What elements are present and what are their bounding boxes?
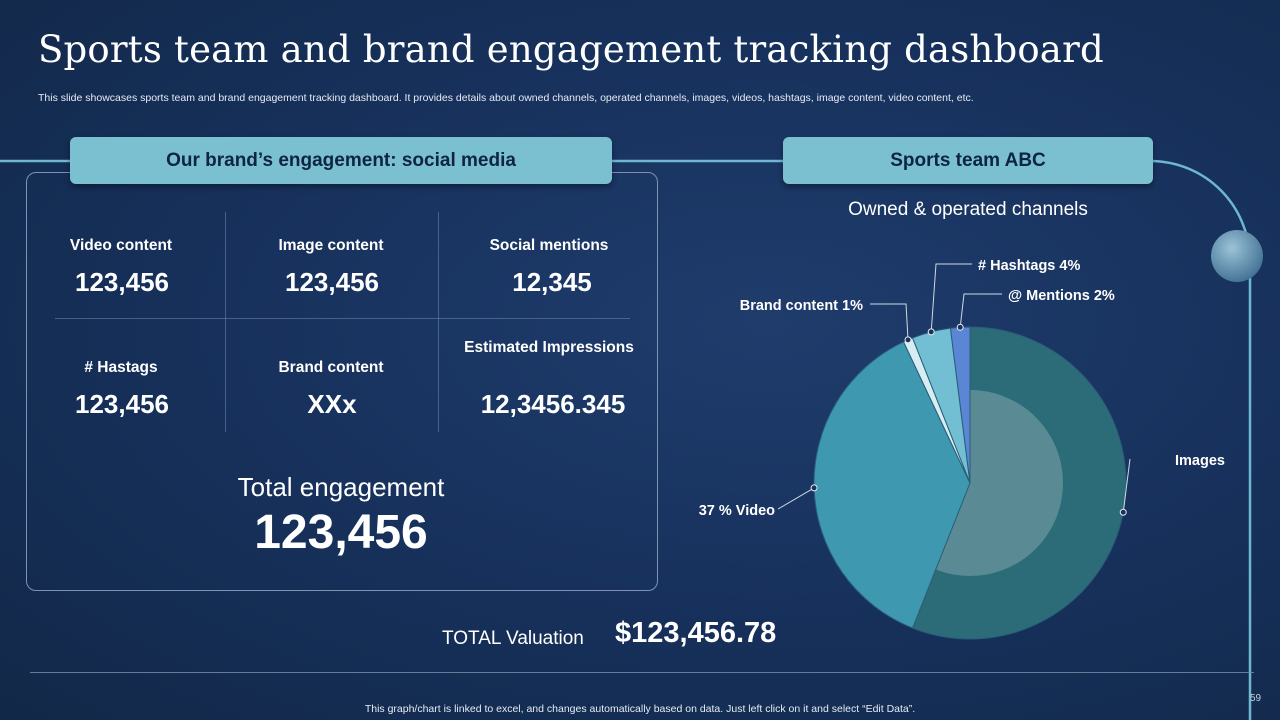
- chart-title: Owned & operated channels: [848, 199, 1088, 220]
- metric-value-impressions: 12,3456.345: [480, 389, 626, 419]
- decorative-orb: [1211, 230, 1263, 282]
- metric-value-brand: XXx: [307, 389, 357, 419]
- page-number: 59: [1250, 693, 1262, 704]
- pie-label-brand-content: Brand content 1%: [740, 298, 863, 314]
- metric-label-brand: Brand content: [278, 359, 384, 376]
- valuation-value: $123,456.78: [615, 617, 777, 649]
- sports-team-header: Sports team ABC: [783, 137, 1153, 184]
- metric-label-hashtags: # Hastags: [84, 359, 158, 376]
- total-engagement-label: Total engagement: [237, 472, 445, 502]
- grid-divider: [55, 318, 630, 319]
- footnote: This graph/chart is linked to excel, and…: [364, 703, 916, 715]
- pie-label-video: 37 % Video: [699, 503, 775, 519]
- page-subtitle: This slide showcases sports team and bra…: [38, 92, 974, 104]
- footer-divider: [30, 672, 1254, 673]
- metric-value-video: 123,456: [75, 267, 169, 297]
- leader-dot-video: [810, 484, 818, 492]
- leader-line-images: [1122, 458, 1131, 513]
- metric-label-video: Video content: [69, 237, 173, 254]
- leader-dot-hashtags: [927, 328, 935, 336]
- grid-divider: [438, 212, 439, 432]
- page-title: Sports team and brand engagement trackin…: [38, 28, 1104, 71]
- metric-label-image: Image content: [278, 237, 384, 254]
- pie-label-hashtags: # Hashtags 4%: [978, 258, 1080, 274]
- leader-line-video: [777, 487, 815, 510]
- metric-value-mentions: 12,345: [512, 267, 592, 297]
- leader-line-brand-content: [870, 303, 909, 340]
- valuation-label: TOTAL Valuation: [442, 628, 584, 649]
- leader-line-mentions: [959, 293, 1002, 328]
- metric-value-image: 123,456: [285, 267, 379, 297]
- leader-line-hashtags: [930, 263, 972, 332]
- metric-label-mentions: Social mentions: [489, 237, 609, 254]
- pie-chart: Images 37 % Video Brand content 1% # Hashta…: [699, 258, 1225, 640]
- brand-engagement-header: Our brand’s engagement: social media: [70, 137, 612, 184]
- metric-value-hashtags: 123,456: [75, 389, 169, 419]
- leader-dot-brand-content: [904, 336, 912, 344]
- metric-label-impressions: Estimated Impressions: [464, 339, 634, 356]
- pie-label-images: Images: [1175, 453, 1225, 469]
- leader-dot-mentions: [956, 323, 964, 331]
- grid-divider: [225, 212, 226, 432]
- total-engagement-value: 123,456: [254, 506, 428, 559]
- leader-dot-images: [1119, 508, 1127, 516]
- pie-label-mentions: @ Mentions 2%: [1008, 288, 1115, 304]
